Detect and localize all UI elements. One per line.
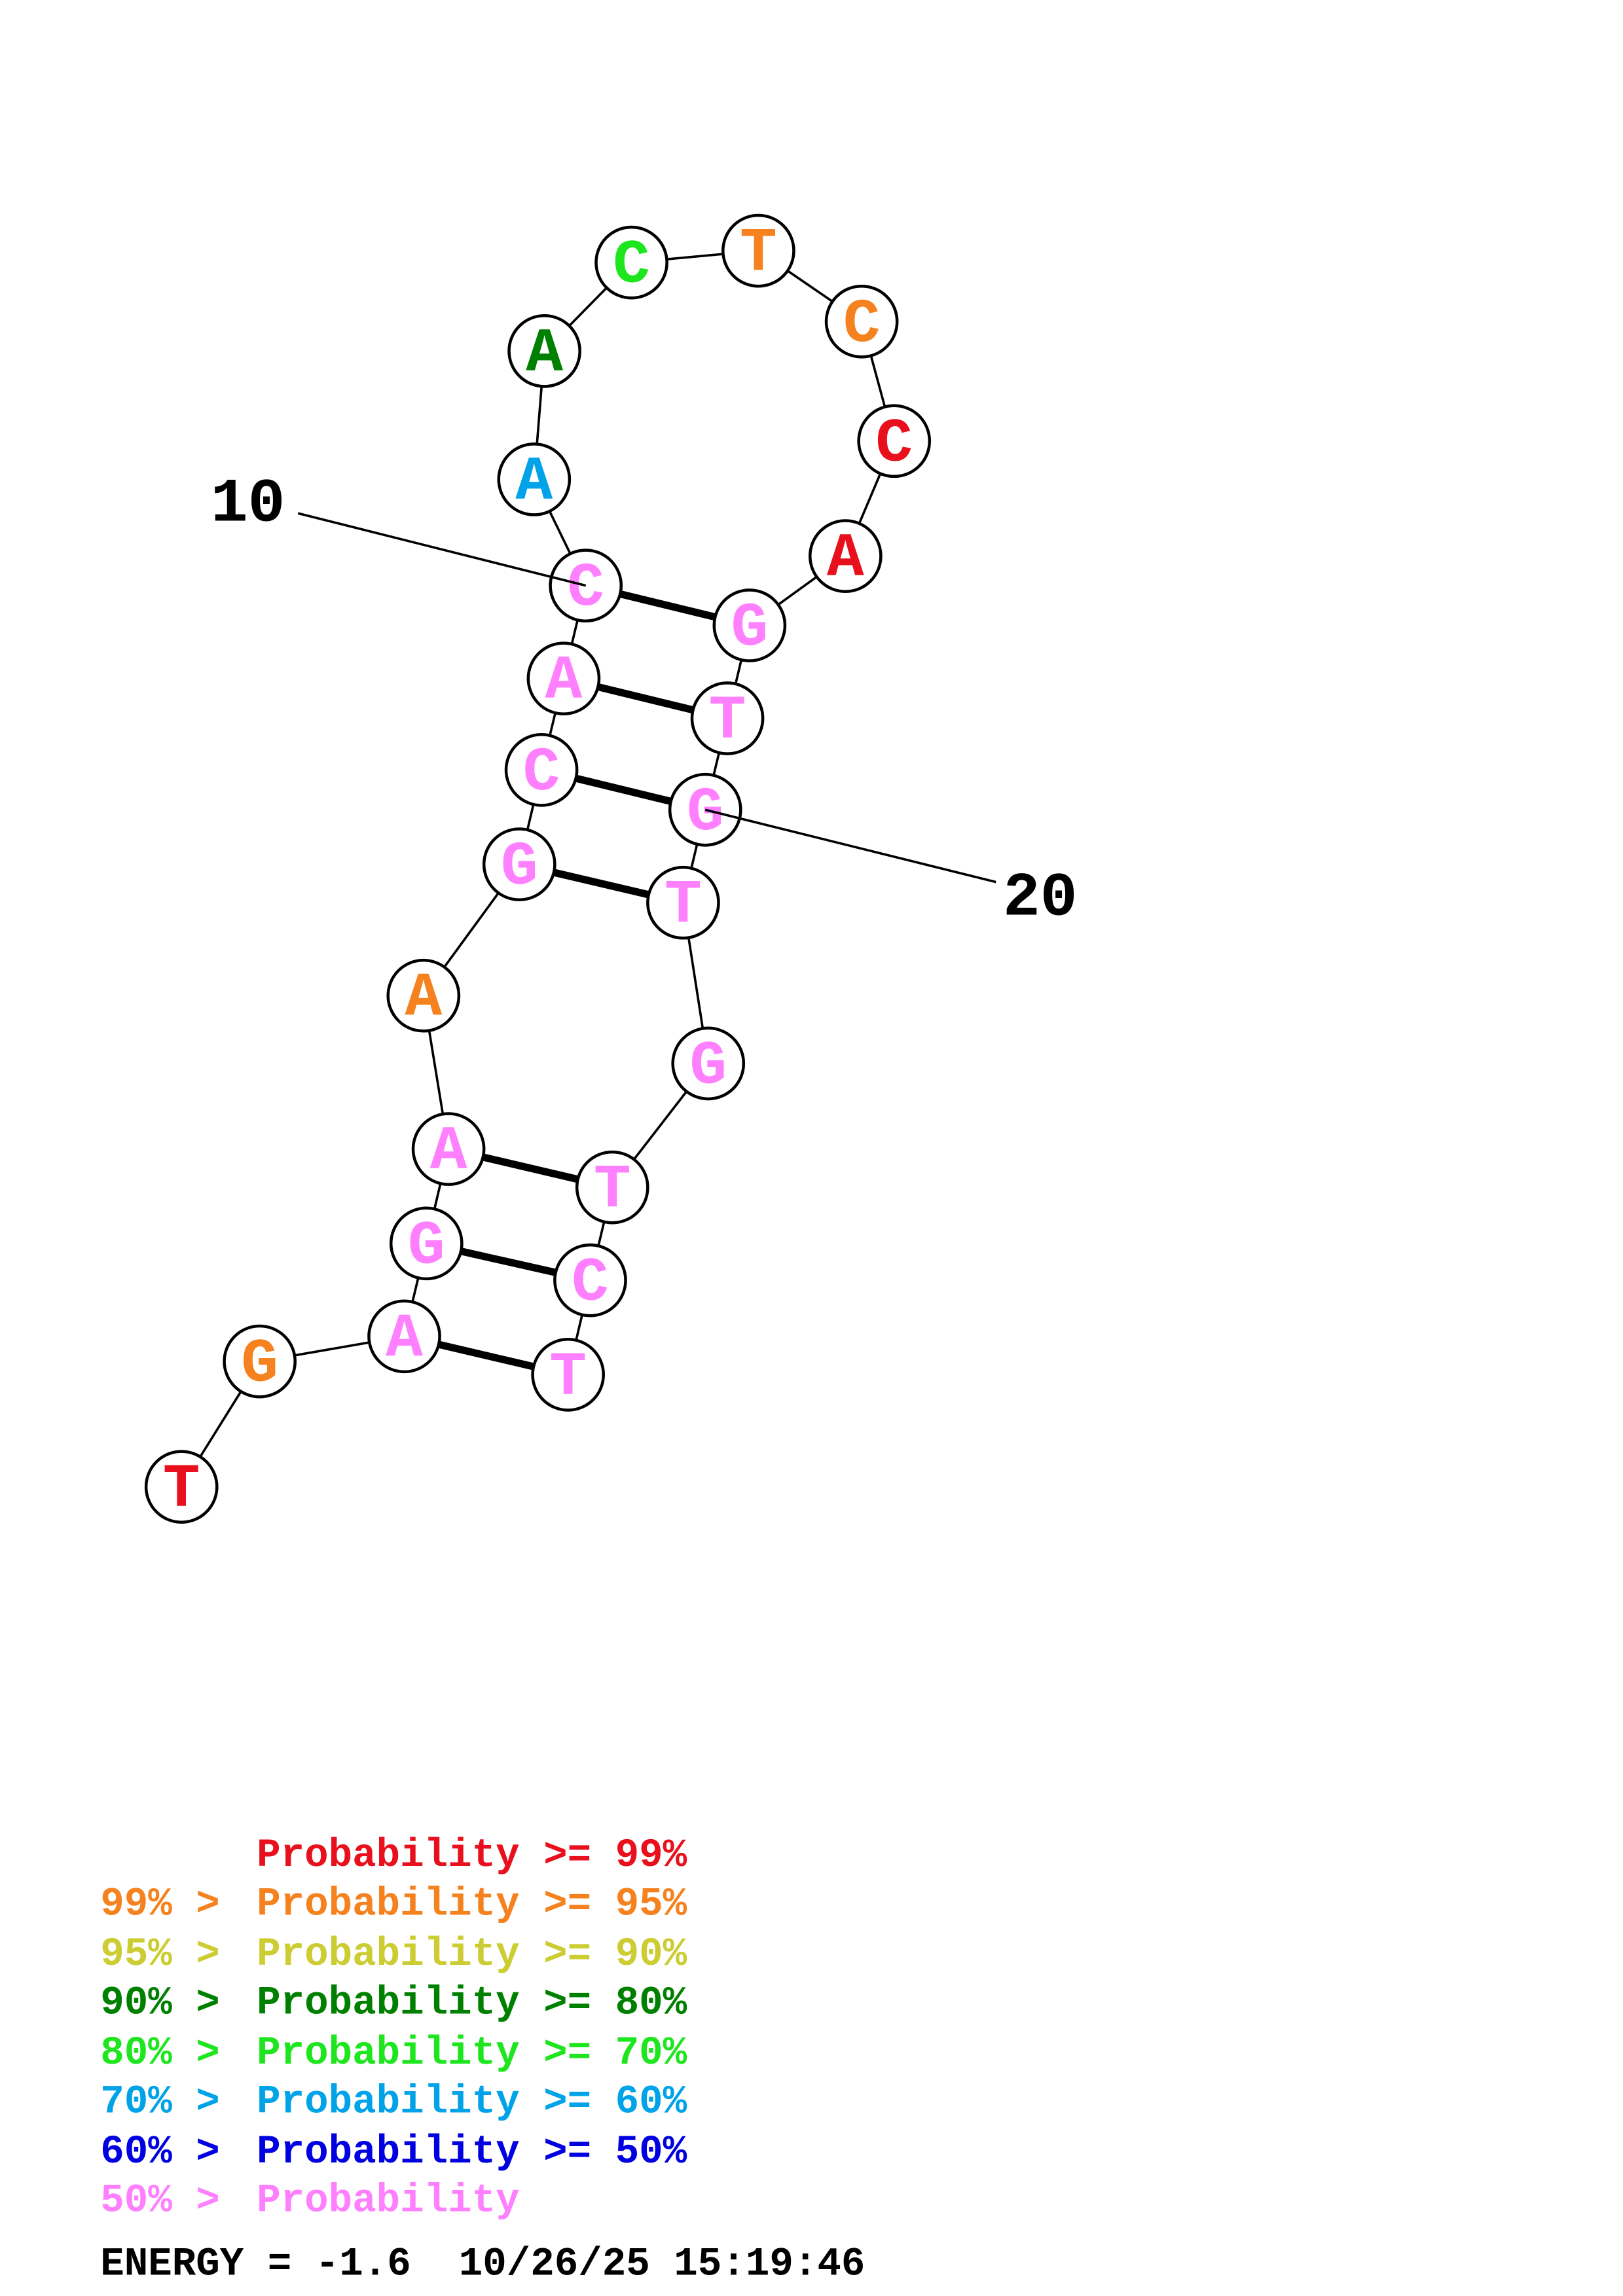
nucleotide-base: T: [163, 1455, 200, 1525]
nucleotide-circle: [386, 958, 461, 1033]
nucleotide-base: C: [875, 409, 913, 479]
legend-label: Probability >= 95%: [257, 1882, 687, 1928]
nucleotide-base: T: [709, 687, 746, 757]
nucleotide-base: G: [241, 1330, 278, 1400]
nucleotide-base: T: [549, 1343, 587, 1413]
nucleotide-circle: [389, 1206, 464, 1281]
position-label: 10: [211, 470, 285, 540]
nucleotide-circle: [497, 442, 572, 516]
nucleotide-circle: [553, 1243, 627, 1318]
nucleotide-base: T: [740, 219, 777, 289]
nucleotide-circle: [504, 733, 579, 807]
label-leader: [297, 512, 587, 587]
nucleotide-circle: [411, 1112, 486, 1186]
nucleotide-base: G: [689, 1031, 727, 1102]
nucleotide-base: C: [613, 231, 650, 301]
nucleotide-circle: [808, 519, 883, 593]
nucleotide-base: C: [572, 1249, 609, 1319]
nucleotide-base: A: [515, 448, 553, 518]
legend: Probability >= 99% 99% > Probability >= 95…: [100, 1833, 687, 2223]
position-label: 20: [1003, 863, 1078, 933]
legend-prefix: 95% >: [100, 1932, 220, 1977]
nucleotide-circle: [690, 681, 765, 755]
legend-label: Probability >= 99%: [257, 1833, 687, 1878]
legend-label: Probability >= 90%: [257, 1932, 687, 1977]
nucleotide-base: G: [408, 1211, 445, 1282]
nucleotide-circle: [857, 404, 932, 478]
nucleotide-circle: [367, 1299, 441, 1374]
label-leader: [704, 808, 996, 884]
legend-label: Probability >= 60%: [257, 2080, 687, 2125]
energy-footer: ENERGY = -1.6 10/26/25 15:19:46: [100, 2242, 865, 2287]
nucleotide-circle: [507, 314, 581, 388]
nucleotide-base: C: [843, 290, 881, 360]
nucleotide-circle: [594, 225, 668, 300]
position-labels: 10 20: [211, 470, 1078, 934]
legend-label: Probability >= 80%: [257, 1981, 687, 2026]
nucleotide-base: A: [430, 1117, 467, 1187]
nucleotide-base: T: [665, 871, 702, 941]
nucleotide-base: C: [567, 554, 604, 624]
nucleotide-base: A: [526, 319, 563, 389]
nucleotide-base: A: [386, 1304, 423, 1374]
nucleotide-circle: [526, 641, 601, 716]
legend-prefix: 60% >: [100, 2130, 220, 2175]
nucleotide-circle: [712, 588, 787, 662]
nucleotide-base: G: [501, 833, 538, 903]
legend-prefix: 80% >: [100, 2031, 220, 2076]
nucleotide-base: A: [545, 647, 582, 717]
nucleotide-circle: [223, 1324, 297, 1399]
nucleotide-circle: [646, 865, 720, 940]
nucleotide-circle: [575, 1150, 649, 1225]
nucleotide-circle: [824, 284, 899, 359]
nucleotide-circle: [671, 1026, 746, 1101]
nucleotide-base: T: [594, 1156, 631, 1226]
nucleotide-circle: [721, 213, 795, 288]
legend-prefix: 90% >: [100, 1981, 220, 2026]
legend-prefix: 50% >: [100, 2178, 220, 2223]
nucleotide-circle: [144, 1450, 219, 1524]
nucleotide-base: G: [731, 594, 768, 664]
legend-prefix: 99% >: [100, 1882, 220, 1928]
nucleotide-base: A: [405, 964, 442, 1034]
legend-label: Probability >= 70%: [257, 2031, 687, 2076]
nucleotide-base: C: [523, 738, 560, 808]
nucleotide-circle: [482, 827, 556, 901]
legend-label: Probability: [257, 2178, 520, 2223]
legend-prefix: 70% >: [100, 2080, 220, 2125]
nucleotide-base: A: [827, 524, 864, 594]
nucleotide-circle: [531, 1338, 605, 1412]
legend-label: Probability >= 50%: [257, 2130, 687, 2175]
